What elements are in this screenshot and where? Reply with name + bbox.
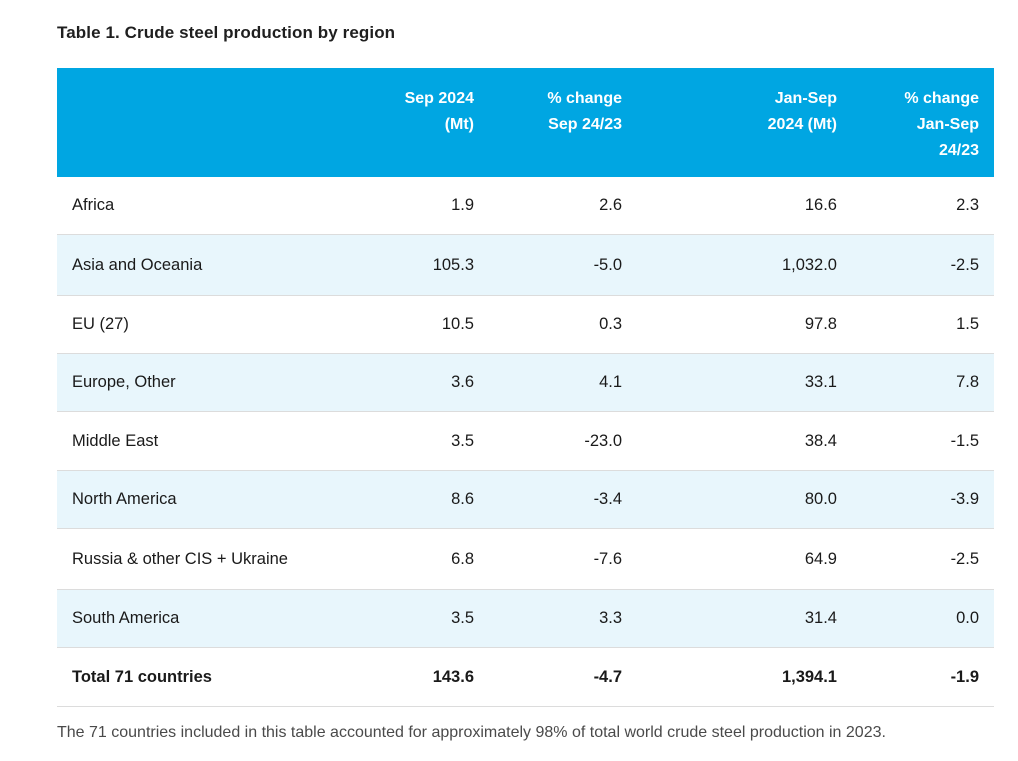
table-title: Table 1. Crude steel production by regio… — [57, 23, 396, 42]
region-cell: Europe, Other — [72, 373, 176, 391]
sep-value-cell: 3.6 — [451, 373, 474, 391]
table-row: Russia & other CIS + Ukraine 6.8 -7.6 64.9 -… — [57, 529, 994, 590]
ytd-change-cell: 2.3 — [956, 196, 979, 214]
table-row: Asia and Oceania 105.3 -5.0 1,032.0 -2.5 — [57, 235, 994, 296]
sep-change-cell: -3.4 — [593, 490, 622, 508]
sep-value-cell: 3.5 — [451, 431, 474, 450]
ytd-value-cell: 16.6 — [804, 196, 837, 214]
sep-change-cell: -7.6 — [593, 549, 622, 568]
ytd-change-cell: -2.5 — [950, 549, 979, 568]
ytd-value-cell: 64.9 — [804, 549, 837, 568]
steel-production-table: Sep 2024 (Mt) % change Sep 24/23 Jan-Sep 20… — [57, 68, 994, 707]
total-row: Total 71 countries 143.6 -4.7 1,394.1 -1.9 — [57, 648, 994, 707]
ytd-change-cell: -1.5 — [950, 431, 979, 450]
ytd-change-cell: 0.0 — [956, 609, 979, 627]
table-row: Middle East 3.5 -23.0 38.4 -1.5 — [57, 412, 994, 471]
table-body: Africa 1.9 2.6 16.6 2.3 Asia and Oceania 105.3… — [57, 177, 994, 707]
sep-change-cell: -4.7 — [593, 667, 622, 686]
region-cell: North America — [72, 490, 177, 508]
region-cell: Middle East — [72, 431, 159, 450]
ytd-value-cell: 1,394.1 — [781, 667, 837, 686]
region-cell: South America — [72, 609, 180, 627]
sep-value-cell: 143.6 — [432, 667, 474, 686]
region-cell: Asia and Oceania — [72, 255, 203, 274]
ytd-value-cell: 97.8 — [804, 315, 837, 333]
ytd-value-cell: 31.4 — [804, 609, 837, 627]
region-cell: Total 71 countries — [72, 667, 212, 686]
region-cell: Africa — [72, 196, 115, 214]
ytd-change-cell: -2.5 — [950, 255, 979, 274]
ytd-value-cell: 38.4 — [804, 431, 837, 450]
table-row: Africa 1.9 2.6 16.6 2.3 — [57, 177, 994, 235]
ytd-value-cell: 33.1 — [804, 373, 837, 391]
sep-change-cell: 0.3 — [599, 315, 622, 333]
table-row: Europe, Other 3.6 4.1 33.1 7.8 — [57, 354, 994, 412]
table-row: North America 8.6 -3.4 80.0 -3.9 — [57, 471, 994, 529]
ytd-change-cell: -3.9 — [950, 490, 979, 508]
table-row: EU (27) 10.5 0.3 97.8 1.5 — [57, 296, 994, 354]
table-row: South America 3.5 3.3 31.4 0.0 — [57, 590, 994, 648]
region-cell: Russia & other CIS + Ukraine — [72, 549, 288, 568]
sep-value-cell: 105.3 — [432, 255, 474, 274]
sep-change-cell: 4.1 — [599, 373, 622, 391]
sep-change-cell: 2.6 — [599, 196, 622, 214]
sep-value-cell: 1.9 — [451, 196, 474, 214]
table-header: Sep 2024 (Mt) % change Sep 24/23 Jan-Sep 20… — [57, 68, 994, 177]
header-jan-sep-change: % change Jan-Sep 24/23 — [904, 90, 979, 159]
sep-value-cell: 10.5 — [441, 315, 474, 333]
header-sep-2024: Sep 2024 (Mt) — [404, 90, 474, 133]
sep-value-cell: 6.8 — [451, 549, 474, 568]
table-footnote: The 71 countries included in this table … — [57, 724, 886, 741]
sep-value-cell: 3.5 — [451, 609, 474, 627]
ytd-change-cell: 7.8 — [956, 373, 979, 391]
sep-change-cell: -23.0 — [584, 431, 622, 450]
header-sep-change: % change Sep 24/23 — [547, 90, 622, 133]
sep-change-cell: -5.0 — [593, 255, 622, 274]
sep-value-cell: 8.6 — [451, 490, 474, 508]
header-jan-sep-2024: Jan-Sep 2024 (Mt) — [767, 90, 837, 133]
ytd-change-cell: 1.5 — [956, 315, 979, 333]
ytd-change-cell: -1.9 — [950, 667, 979, 686]
region-cell: EU (27) — [72, 315, 129, 333]
sep-change-cell: 3.3 — [599, 609, 622, 627]
ytd-value-cell: 80.0 — [804, 490, 837, 508]
ytd-value-cell: 1,032.0 — [781, 255, 837, 274]
